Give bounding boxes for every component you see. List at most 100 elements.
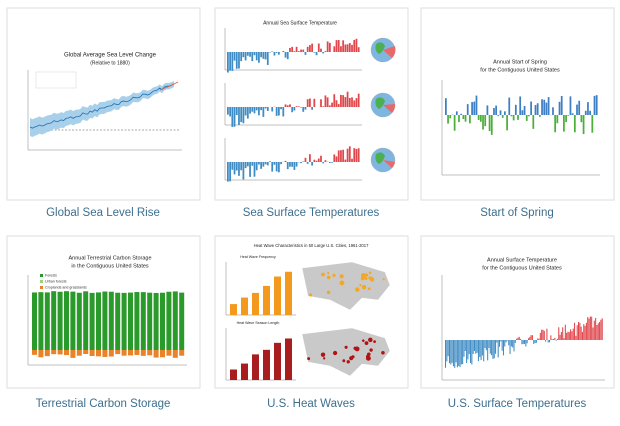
thumb-bar: [38, 292, 44, 350]
thumb-bar: [554, 115, 557, 133]
thumb-bar: [76, 350, 82, 356]
thumb-bar: [446, 340, 448, 362]
thumb-bar: [166, 291, 172, 350]
caption[interactable]: Start of Spring: [480, 207, 554, 219]
thumb-bar: [459, 340, 461, 368]
thumb-bar: [473, 340, 476, 351]
thumb-bar: [348, 146, 351, 162]
thumb-bar: [536, 103, 539, 115]
thumb-bar: [258, 107, 260, 116]
thumb-bar: [588, 318, 590, 340]
thumb-bar: [128, 350, 133, 356]
thumb-title: Annual Start of Spring: [493, 59, 547, 65]
thumb-bar: [353, 100, 356, 107]
thumb-bar: [258, 52, 260, 63]
thumb-bar: [179, 350, 185, 356]
thumb-bar: [76, 292, 82, 350]
thumb-bar: [475, 95, 478, 115]
thumb-bar: [70, 350, 76, 358]
thumb-bar: [331, 162, 333, 163]
thumb-bar: [285, 338, 292, 380]
thumb-bar: [32, 292, 37, 350]
city-dot: [321, 272, 325, 277]
thumb-bar: [506, 340, 508, 341]
thumb-bar: [458, 340, 460, 366]
thumb-bar: [277, 52, 280, 55]
caption[interactable]: Terrestrial Carbon Storage: [36, 398, 171, 410]
thumb-bar: [566, 332, 568, 340]
thumb-bar: [497, 340, 499, 358]
thumb-bar: [249, 52, 251, 57]
thumb-bar: [466, 104, 469, 115]
thumb-bar: [522, 340, 524, 345]
thumb-bar: [357, 47, 360, 52]
thumb-bar: [96, 292, 101, 350]
thumb-bar: [525, 115, 528, 121]
thumb-bar: [500, 340, 502, 342]
city-dot: [368, 337, 373, 343]
thumb-bar: [351, 44, 353, 52]
city-dot: [327, 272, 330, 275]
thumb-bar: [335, 156, 338, 162]
thumb-bar: [266, 162, 269, 166]
thumb-bar: [291, 162, 294, 167]
caption[interactable]: Global Sea Level Rise: [46, 207, 160, 219]
thumb-bar: [309, 45, 311, 52]
thumb-bar: [488, 115, 491, 132]
thumb-bar: [484, 115, 487, 127]
thumb-bar: [567, 115, 570, 116]
thumb-bar: [498, 340, 501, 347]
thumb-bar: [572, 328, 574, 340]
thumb-bar: [351, 158, 353, 162]
thumb-bar: [263, 285, 270, 315]
panel-title: Heat Wave Season Length: [237, 321, 280, 325]
thumb-bar: [313, 98, 316, 107]
thumb-bar: [530, 101, 532, 115]
thumb-bar: [271, 162, 274, 172]
thumb-bar: [519, 96, 522, 115]
thumb-bar: [541, 99, 543, 115]
caption[interactable]: Sea Surface Temperatures: [243, 207, 380, 219]
thumb-bar: [453, 115, 456, 131]
thumb-bar: [317, 158, 320, 162]
thumb-bar: [306, 162, 309, 164]
thumb-bar: [591, 316, 593, 340]
thumb-bar: [476, 340, 478, 353]
thumb-bar: [462, 340, 464, 365]
thumb-bar: [533, 340, 535, 345]
thumb-bar: [140, 350, 146, 356]
card[interactable]: [420, 7, 615, 201]
thumb-bar: [549, 340, 551, 343]
thumb-bar: [44, 350, 50, 357]
thumb-bar: [284, 160, 287, 162]
thumb-bar: [297, 51, 300, 52]
thumb-bar: [235, 52, 238, 69]
thumb-bar: [584, 110, 587, 115]
thumb-bar: [335, 100, 338, 107]
thumb-bar: [569, 96, 572, 115]
caption[interactable]: U.S. Surface Temperatures: [448, 398, 587, 410]
thumb-bar: [240, 107, 243, 123]
thumb-bar: [274, 276, 281, 315]
thumb-bar: [333, 154, 336, 162]
thumb-bar: [32, 350, 37, 355]
caption[interactable]: U.S. Heat Waves: [267, 398, 355, 410]
thumb-bar: [578, 100, 581, 115]
thumb-bar: [493, 340, 495, 359]
thumb-bar: [547, 340, 549, 343]
thumb-bar: [581, 331, 583, 340]
thumb-bar: [510, 340, 512, 347]
thumb-bar: [306, 99, 309, 107]
thumb-bar: [51, 350, 57, 355]
thumb-bar: [331, 102, 333, 107]
thumb-bar: [172, 291, 178, 350]
thumb-bar: [568, 332, 570, 340]
thumb-bar: [284, 104, 287, 107]
thumb-bar: [273, 162, 276, 165]
thumb-bar: [534, 340, 536, 344]
thumb-bar: [596, 325, 598, 340]
thumb-bar: [306, 46, 309, 52]
thumb-bar: [235, 162, 238, 171]
thumb-bar: [587, 317, 589, 340]
city-dot: [369, 348, 373, 352]
